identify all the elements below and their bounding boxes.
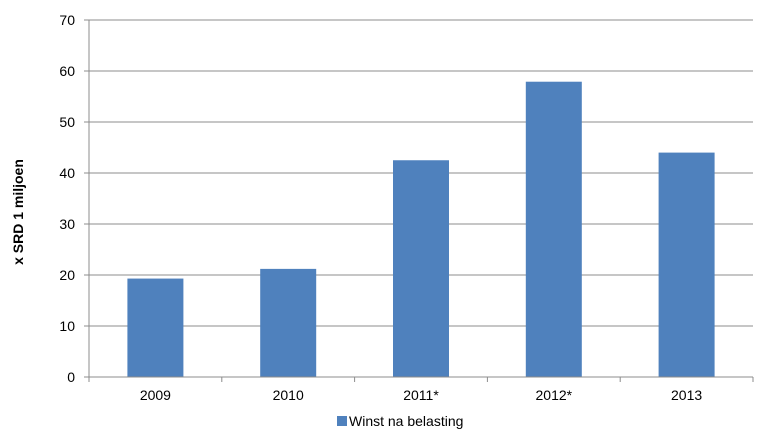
- bar: [658, 152, 715, 377]
- x-tick-label: 2011*: [403, 387, 439, 403]
- x-tick-labels: 2009 2010 2011* 2012* 2013: [140, 387, 703, 403]
- y-tick-label: 10: [59, 318, 75, 334]
- y-axis-title: x SRD 1 miljoen: [10, 159, 26, 265]
- x-tick-label: 2010: [273, 387, 304, 403]
- legend-swatch: [337, 416, 347, 426]
- axes: [84, 19, 754, 382]
- y-tick-label: 70: [59, 12, 75, 28]
- bars: [127, 81, 715, 378]
- y-tick-label: 30: [59, 216, 75, 232]
- x-tick-label: 2012*: [536, 387, 573, 403]
- bar: [127, 278, 184, 377]
- bar: [260, 268, 317, 377]
- x-tick-label: 2009: [140, 387, 171, 403]
- y-tick-label: 40: [59, 165, 75, 181]
- bar: [393, 160, 449, 377]
- legend-label: Winst na belasting: [349, 413, 463, 429]
- legend: Winst na belasting: [337, 413, 463, 429]
- y-tick-label: 50: [59, 114, 75, 130]
- y-tick-label: 20: [59, 267, 75, 283]
- y-tick-labels: 0 10 20 30 40 50 60 70: [59, 12, 75, 385]
- y-tick-label: 0: [67, 369, 75, 385]
- bar: [525, 81, 582, 378]
- y-tick-label: 60: [59, 63, 75, 79]
- x-tick-label: 2013: [671, 387, 702, 403]
